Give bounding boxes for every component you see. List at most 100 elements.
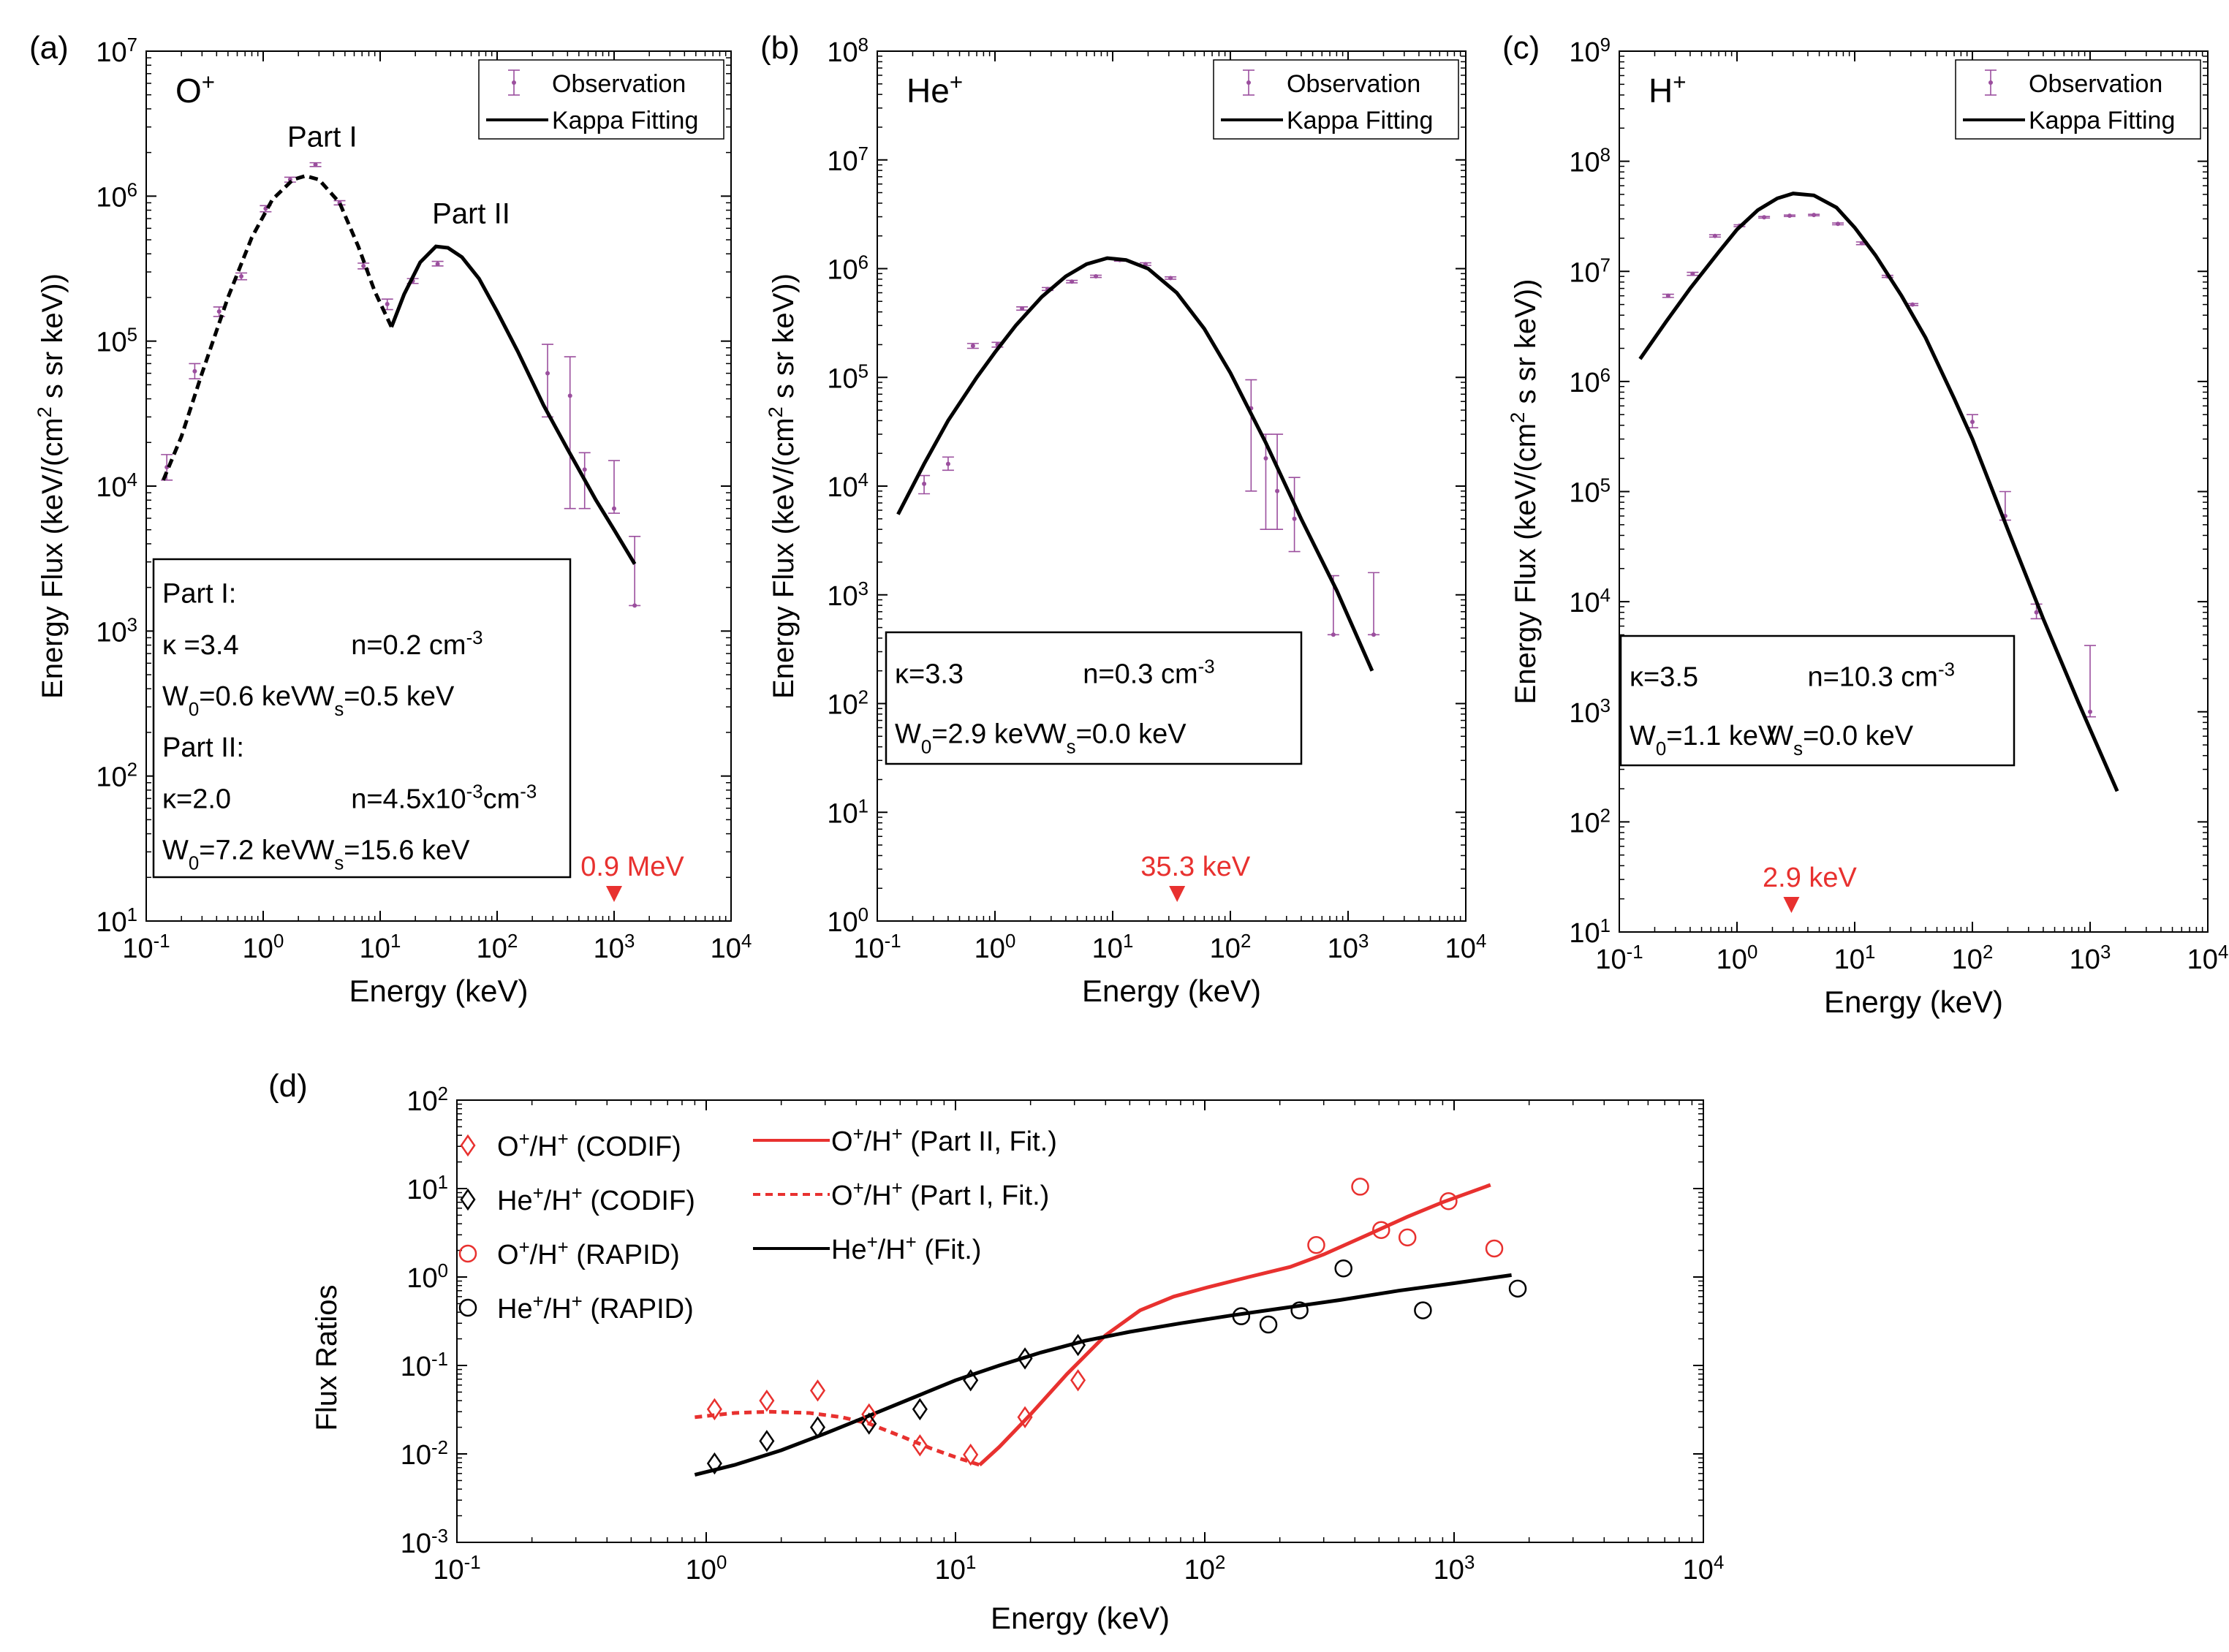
legend-marker-diamond — [460, 1134, 476, 1157]
y-tick-label-part: 4 — [1600, 586, 1611, 606]
y-tick-label: 106 — [96, 180, 137, 213]
observation-point — [918, 474, 931, 495]
param-kappa-part: κ=3.5 — [1630, 662, 1698, 692]
data-point-circle — [1290, 1301, 1309, 1319]
legend-marker-label-part: /H — [544, 1294, 572, 1325]
x-tick-label: 104 — [2187, 942, 2229, 975]
y-tick-label-part: 10 — [401, 1352, 431, 1382]
x-tick-label: 100 — [1717, 942, 1758, 975]
x-axis-label: Energy (keV) — [1824, 985, 2003, 1019]
y-tick-label-part: 10 — [96, 472, 126, 503]
x-tick-label-part: 10 — [1328, 933, 1358, 964]
legend-line-label-part: + — [892, 1178, 903, 1199]
param-ws-part: W — [1040, 719, 1067, 749]
param-w0-part: 0 — [921, 737, 931, 757]
data-point-circle — [1259, 1315, 1278, 1334]
observation-dot — [1836, 221, 1841, 227]
observation-dot — [1070, 279, 1075, 284]
x-tick-label: 102 — [477, 931, 518, 964]
y-tick-label-part: 10 — [1569, 698, 1600, 729]
legend-marker-label-part: + — [519, 1238, 530, 1258]
param-ws-part: =0.5 keV — [344, 681, 455, 712]
y-tick-label-part: 10 — [96, 762, 126, 793]
y-tick-label-part: 3 — [858, 579, 868, 599]
observation-point — [2084, 645, 2096, 718]
marker-label-part: 2.9 keV — [1763, 863, 1858, 893]
param-ws-part: s — [334, 853, 344, 874]
ion-label-part: H — [1649, 72, 1673, 110]
observation-point — [1999, 490, 2011, 521]
part-label: Part II — [432, 197, 510, 230]
y-tick-label: 107 — [827, 144, 868, 177]
observation-dot — [545, 371, 550, 376]
param-w0-part: =0.6 keV — [199, 681, 310, 712]
y-tick-label-part: 5 — [1600, 476, 1611, 496]
y-axis-label-part: Flux Ratios — [311, 1284, 343, 1431]
y-tick-label-part: 2 — [1600, 806, 1611, 826]
x-tick-label-part: 10 — [1184, 1555, 1215, 1585]
observation-point — [942, 456, 954, 471]
plot-frame — [1619, 50, 2209, 933]
x-tick-label: 104 — [711, 931, 752, 964]
data-point-diamond — [861, 1412, 877, 1435]
param-ws-part: W — [309, 835, 335, 865]
y-axis-label: Energy Flux (keV/(cm2 s sr keV)) — [1506, 279, 1543, 705]
params-part-label: Part II: — [162, 732, 244, 763]
param-w0-part: =2.9 keV — [931, 719, 1042, 749]
x-tick-label: 103 — [1434, 1553, 1475, 1585]
legend-dot-icon — [1246, 80, 1251, 85]
legend-marker-circle — [458, 1298, 477, 1317]
legend-line-label-part: + — [867, 1232, 878, 1253]
x-tick-label-part: 0 — [273, 931, 284, 952]
kappa-fit-line — [390, 244, 637, 565]
param-density-part: -3 — [466, 781, 483, 802]
observation-dot — [239, 273, 244, 279]
y-tick-label-part: -1 — [431, 1349, 448, 1370]
x-tick-label-part: 3 — [1464, 1553, 1475, 1573]
x-axis-label-part: Energy (keV) — [991, 1601, 1170, 1635]
observation-dot — [970, 344, 975, 349]
param-density: n=0.2 cm-3 — [351, 628, 482, 661]
param-w0-part: W — [895, 719, 921, 749]
legend-line-label-part: (Fit.) — [917, 1235, 982, 1265]
param-ws-part: s — [1067, 737, 1076, 757]
legend-fit-label: Kappa Fitting — [2029, 107, 2175, 134]
panel-c: 10-1 100 101 102 103 104101102103104105106107… — [1502, 30, 2228, 1019]
legend-line-label: O+/H+ (Part II, Fit.) — [831, 1124, 1057, 1157]
y-tick-label-part: 3 — [127, 615, 137, 635]
legend-marker-label-part: (CODIF) — [569, 1132, 681, 1162]
params-box: Part I:κ =3.4 n=0.2 cm-3W0=0.6 keVWs=0.5 … — [152, 558, 572, 879]
x-tick-label-part: -1 — [464, 1553, 481, 1573]
param-density-part: n=10.3 cm — [1807, 662, 1938, 692]
y-tick-label: 106 — [827, 253, 868, 286]
x-tick-label-part: 4 — [2218, 942, 2228, 963]
param-ws-part: =0.0 keV — [1076, 719, 1187, 749]
x-tick-label-part: 0 — [716, 1553, 727, 1573]
legend-observation-label: Observation — [552, 70, 686, 98]
data-point-diamond — [912, 1434, 928, 1457]
params-part-label: Part I: — [162, 579, 236, 610]
y-axis-label-part: 2 — [33, 406, 56, 417]
y-tick-label: 101 — [96, 905, 137, 938]
x-tick-label: 104 — [1445, 931, 1487, 964]
y-tick-label-part: 6 — [858, 253, 868, 273]
panel-a: 10-1 100 101 102 103 104101102103104105106107… — [29, 30, 752, 1008]
y-tick-label-part: 10 — [1569, 588, 1600, 618]
observation-point — [1090, 273, 1102, 279]
y-tick-label-part: 10 — [827, 907, 858, 938]
marker-triangle-icon — [1783, 897, 1800, 913]
y-tick-label: 108 — [827, 35, 868, 68]
y-tick-label: 109 — [1569, 35, 1611, 68]
panel-label-part: (d) — [268, 1068, 308, 1104]
observation-point — [1758, 215, 1771, 220]
panel-d: 10-1 100 101 102 103 10410-310-210-1100101102… — [268, 1068, 1724, 1635]
observation-dot — [1020, 306, 1025, 311]
param-ws-part: =15.6 keV — [344, 835, 470, 865]
observation-point — [1832, 221, 1844, 227]
observation-point — [1708, 233, 1721, 238]
legend-line-label-part: (Part II, Fit.) — [903, 1126, 1057, 1157]
y-tick-label-part: 10 — [827, 37, 858, 68]
x-tick-label: 101 — [935, 1553, 977, 1585]
